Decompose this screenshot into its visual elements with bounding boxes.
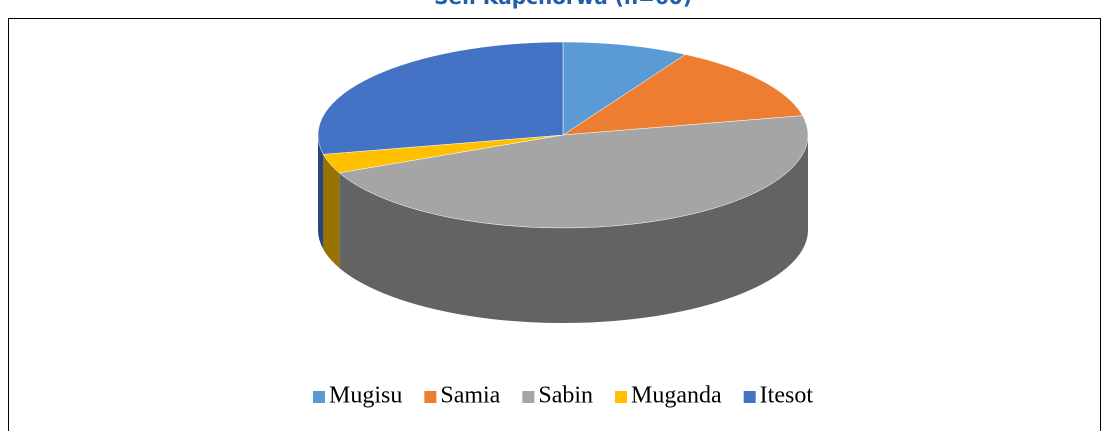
legend-label: Muganda: [631, 383, 722, 409]
legend-swatch: [424, 391, 437, 403]
legend-swatch: [743, 391, 756, 403]
slice: [338, 115, 809, 229]
legend-label: Itesot: [760, 383, 814, 409]
legend-swatch: [522, 391, 535, 403]
legend-label: Sabin: [538, 383, 593, 409]
slice: [317, 41, 564, 155]
chart-title: Sell Kapchorwa (n=60): [434, 0, 692, 9]
legend-label: Mugisu: [329, 383, 402, 409]
legend-swatch: [312, 391, 325, 403]
slice: [562, 54, 804, 136]
slice: [562, 41, 687, 136]
slice-side: [339, 135, 808, 323]
slice-side: [323, 154, 340, 268]
legend-label: Samia: [440, 383, 500, 409]
slice-side: [318, 135, 324, 250]
legend-swatch: [615, 391, 628, 403]
